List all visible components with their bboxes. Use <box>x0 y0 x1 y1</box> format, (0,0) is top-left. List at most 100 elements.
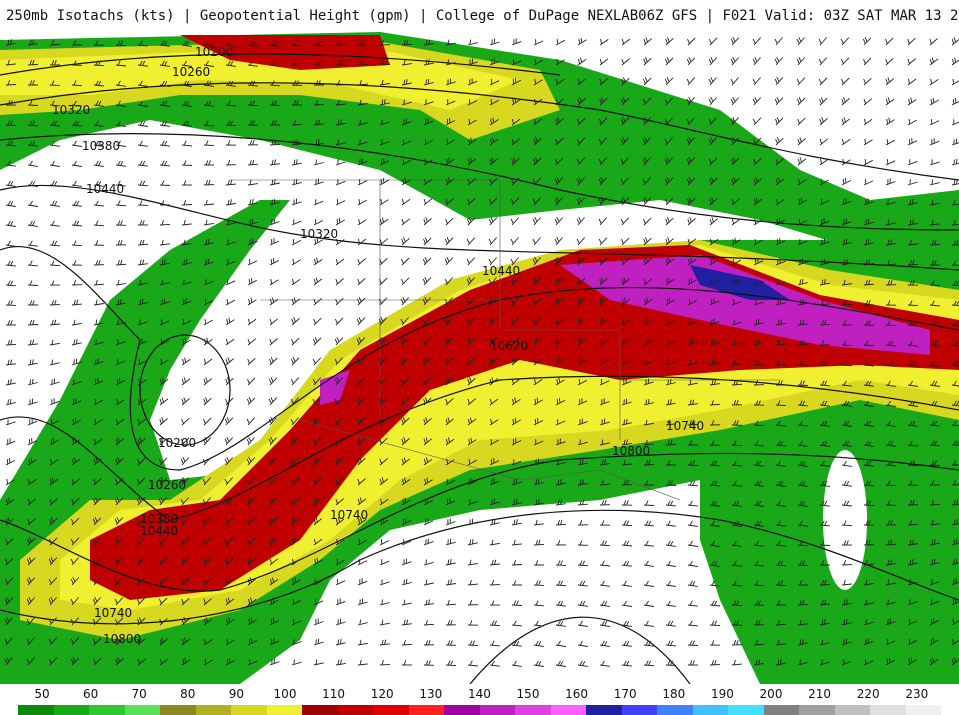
wind-barb <box>423 660 435 666</box>
wind-barb <box>929 599 940 606</box>
wind-barb <box>158 496 168 506</box>
wind-barb <box>730 157 740 166</box>
wind-barb <box>554 257 564 266</box>
wind-barb <box>819 238 830 246</box>
wind-barb <box>445 138 455 146</box>
wind-barb <box>863 500 875 507</box>
wind-barb <box>929 199 940 206</box>
wind-barb <box>444 316 453 326</box>
wind-barb <box>666 460 676 466</box>
wind-barb <box>445 177 455 186</box>
wind-barb <box>687 580 698 587</box>
wind-barb <box>907 360 918 367</box>
wind-barb <box>225 299 235 306</box>
wind-barb <box>510 237 519 246</box>
wind-barb <box>312 416 321 426</box>
wind-barb <box>577 600 588 607</box>
wind-barb <box>423 437 433 446</box>
wind-barb <box>203 617 213 626</box>
wind-barb <box>291 517 300 526</box>
wind-barb <box>49 458 59 466</box>
wind-barb <box>71 358 82 366</box>
wind-barb <box>181 357 191 366</box>
wind-barb <box>797 197 807 206</box>
wind-barb <box>686 136 695 146</box>
wind-barb <box>753 299 764 306</box>
wind-barb <box>93 399 104 406</box>
wind-barb <box>401 578 412 586</box>
wind-barb <box>181 417 190 426</box>
wind-barb <box>907 219 918 226</box>
wind-barb <box>797 319 808 326</box>
wind-barb <box>49 419 60 426</box>
wind-barb <box>247 100 259 107</box>
contour-label: 10380 <box>140 512 178 526</box>
wind-barb <box>467 459 477 466</box>
wind-barb <box>841 659 852 666</box>
wind-barb <box>885 380 896 387</box>
wind-barb <box>203 319 213 326</box>
wind-barb <box>423 497 434 506</box>
wind-barb <box>115 60 127 67</box>
wind-barb <box>28 80 38 86</box>
wind-barb <box>643 600 654 607</box>
wind-barb <box>753 560 764 567</box>
wind-barb <box>115 180 126 187</box>
wind-barb <box>687 238 697 246</box>
wind-barb <box>730 137 740 146</box>
wind-barb <box>665 660 677 666</box>
wind-barb <box>5 39 16 46</box>
wind-barb <box>511 397 521 406</box>
wind-barb <box>929 97 939 106</box>
wind-barb <box>489 539 500 546</box>
wind-barb <box>269 558 279 566</box>
wind-barb <box>951 97 959 106</box>
legend-label: 160 <box>565 687 589 701</box>
wind-barb <box>269 517 278 526</box>
wind-barb <box>401 139 412 146</box>
wind-barb <box>114 536 123 546</box>
wind-barb <box>115 259 127 266</box>
wind-barb <box>114 517 124 526</box>
wind-barb <box>753 580 765 587</box>
wind-barb <box>356 317 366 326</box>
wind-barb <box>246 436 255 446</box>
wind-barb <box>863 380 874 387</box>
wind-barb <box>49 180 60 187</box>
wind-barb <box>70 557 80 566</box>
wind-barb <box>269 597 279 606</box>
wind-barb <box>753 480 764 487</box>
wind-barb <box>841 158 851 166</box>
wind-barb <box>136 517 145 526</box>
wind-barb <box>357 258 366 266</box>
wind-barb <box>423 538 434 546</box>
wind-barb <box>665 540 676 547</box>
wind-barb <box>885 178 896 186</box>
wind-barb <box>422 257 432 266</box>
wind-barb <box>907 420 918 427</box>
wind-barb <box>70 657 80 666</box>
legend-label: 170 <box>613 687 637 701</box>
wind-barb <box>356 437 366 446</box>
wind-barb <box>445 479 456 486</box>
wind-barb <box>48 657 58 666</box>
wind-barb <box>71 120 82 127</box>
wind-barb <box>378 417 388 426</box>
wind-barb <box>159 339 170 346</box>
wind-barb <box>929 460 941 466</box>
wind-barb <box>731 520 742 527</box>
wind-barb <box>709 217 719 226</box>
wind-barb <box>269 198 280 206</box>
wind-barb <box>621 418 632 426</box>
wind-barb <box>841 97 850 106</box>
wind-barb <box>27 537 36 546</box>
wind-barb <box>621 660 632 667</box>
wind-barb <box>225 40 236 47</box>
contour-label: 10740 <box>94 606 132 620</box>
wind-barb <box>797 137 806 146</box>
wind-barb <box>181 337 191 346</box>
wind-barb <box>49 160 60 167</box>
wind-barb <box>115 657 124 666</box>
wind-barb <box>775 380 787 386</box>
wind-barb <box>554 196 563 206</box>
